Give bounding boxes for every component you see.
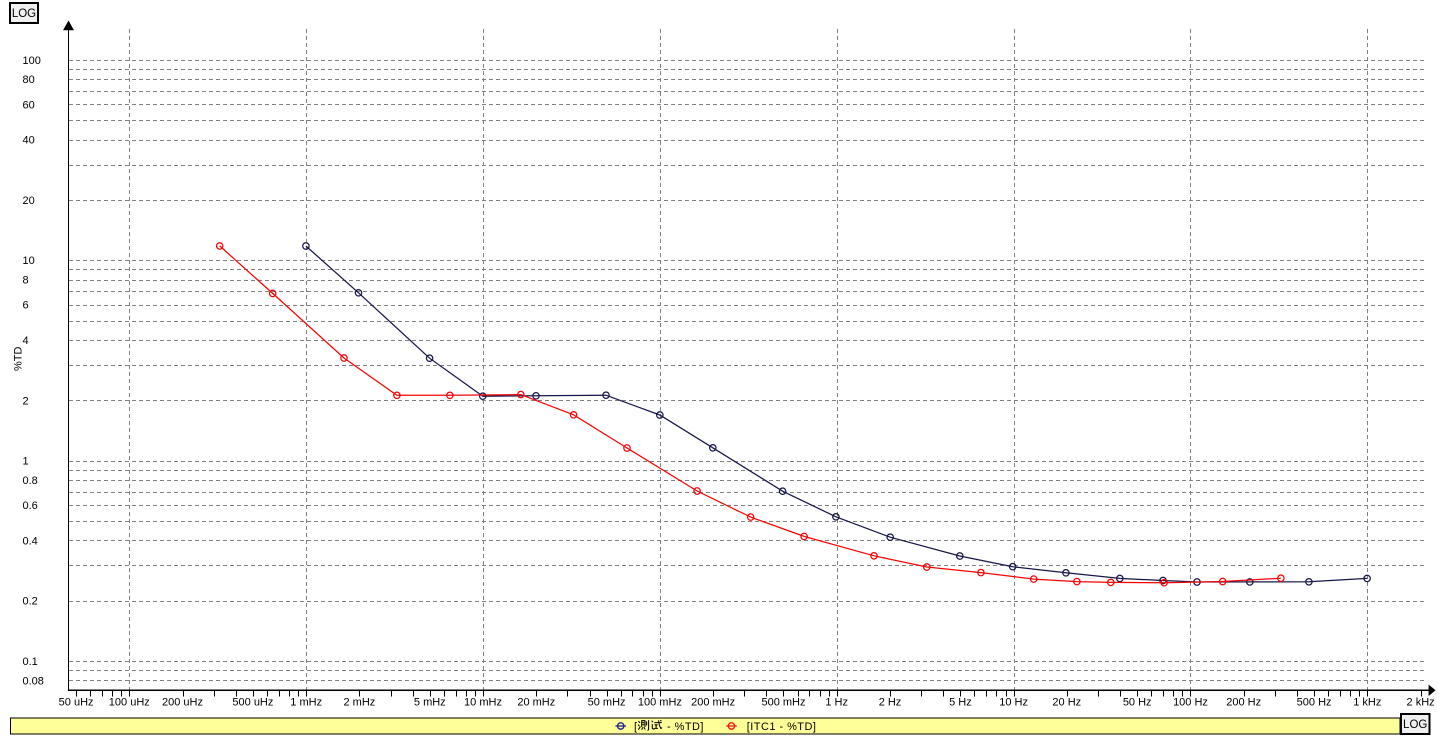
svg-text:8: 8 <box>23 275 29 287</box>
svg-text:4: 4 <box>23 335 29 347</box>
svg-text:40: 40 <box>23 135 35 147</box>
svg-text:2 Hz: 2 Hz <box>879 697 902 709</box>
svg-text:- %TD]: - %TD] <box>664 721 704 733</box>
svg-text:200 uHz: 200 uHz <box>162 697 203 709</box>
svg-text:6: 6 <box>23 300 29 312</box>
svg-text:10 mHz: 10 mHz <box>464 697 502 709</box>
svg-text:50 uHz: 50 uHz <box>59 697 94 709</box>
svg-text:LOG: LOG <box>12 8 36 20</box>
svg-text:2: 2 <box>23 395 29 407</box>
svg-text:20 Hz: 20 Hz <box>1052 697 1081 709</box>
svg-text:[: [ <box>634 721 638 733</box>
svg-text:0.2: 0.2 <box>23 596 38 608</box>
svg-text:20 mHz: 20 mHz <box>517 697 555 709</box>
svg-text:500 uHz: 500 uHz <box>232 697 273 709</box>
svg-text:1 mHz: 1 mHz <box>290 697 322 709</box>
svg-text:200 mHz: 200 mHz <box>691 697 735 709</box>
svg-text:500 Hz: 500 Hz <box>1297 697 1332 709</box>
svg-text:200 Hz: 200 Hz <box>1226 697 1261 709</box>
svg-text:10 Hz: 10 Hz <box>999 697 1028 709</box>
svg-text:5 Hz: 5 Hz <box>949 697 972 709</box>
svg-text:1 Hz: 1 Hz <box>825 697 848 709</box>
svg-text:%TD: %TD <box>13 347 25 372</box>
svg-text:50 mHz: 50 mHz <box>588 697 626 709</box>
svg-text:2 mHz: 2 mHz <box>344 697 376 709</box>
svg-text:10: 10 <box>23 255 35 267</box>
svg-text:1 kHz: 1 kHz <box>1353 697 1381 709</box>
svg-text:0.4: 0.4 <box>23 535 38 547</box>
svg-text:100: 100 <box>23 55 41 67</box>
svg-text:80: 80 <box>23 74 35 86</box>
svg-text:0.6: 0.6 <box>23 500 38 512</box>
svg-text:[ITC1 - %TD]: [ITC1 - %TD] <box>747 721 817 733</box>
svg-text:0.8: 0.8 <box>23 475 38 487</box>
svg-text:100 mHz: 100 mHz <box>638 697 682 709</box>
svg-text:5 mHz: 5 mHz <box>414 697 446 709</box>
svg-text:100 uHz: 100 uHz <box>109 697 150 709</box>
svg-text:20: 20 <box>23 195 35 207</box>
svg-text:0.08: 0.08 <box>23 675 44 687</box>
svg-text:50 Hz: 50 Hz <box>1123 697 1152 709</box>
svg-text:LOG: LOG <box>1403 719 1427 731</box>
svg-text:2 kHz: 2 kHz <box>1407 697 1435 709</box>
svg-text:60: 60 <box>23 99 35 111</box>
svg-text:1: 1 <box>23 456 29 468</box>
svg-text:100 Hz: 100 Hz <box>1173 697 1208 709</box>
svg-text:500 mHz: 500 mHz <box>761 697 805 709</box>
svg-text:0.1: 0.1 <box>23 656 38 668</box>
